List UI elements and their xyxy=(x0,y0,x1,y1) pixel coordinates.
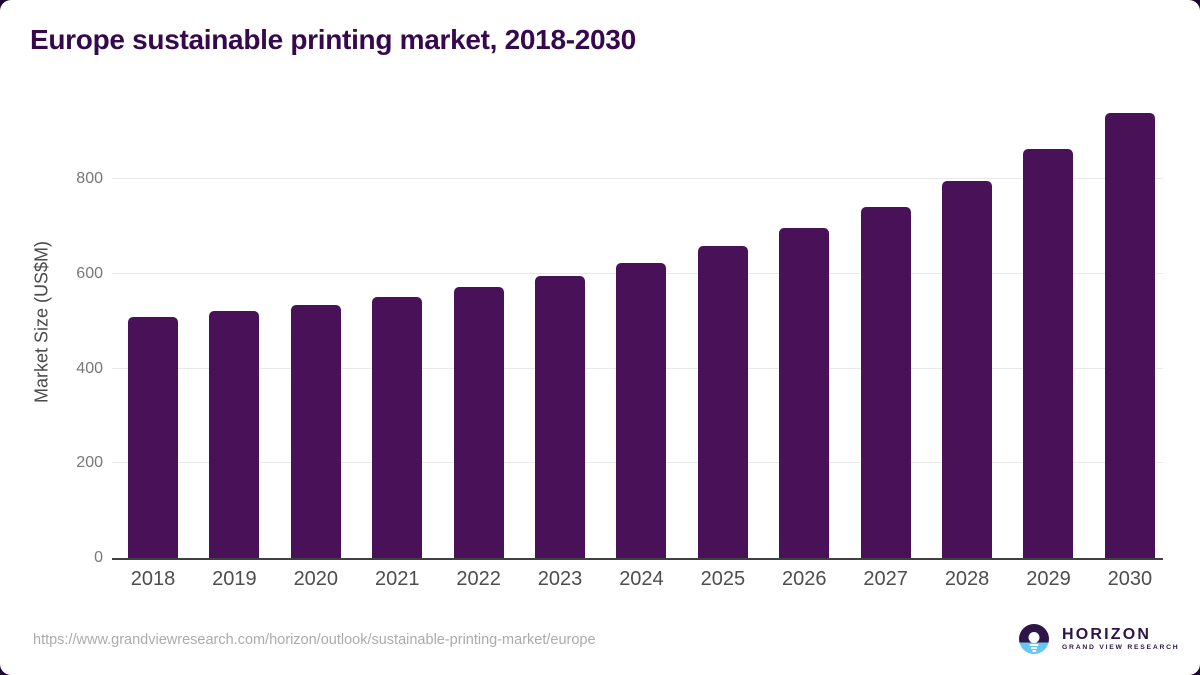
water-reflection-dash xyxy=(1032,650,1036,652)
logo-brand-subtitle: GRAND VIEW RESEARCH xyxy=(1062,644,1180,651)
bar-2027 xyxy=(860,206,911,558)
source-url: https://www.grandviewresearch.com/horizo… xyxy=(33,632,596,648)
bars-row xyxy=(112,100,1163,558)
bar-2018 xyxy=(128,316,178,558)
x-tick-2024: 2024 xyxy=(619,568,664,590)
x-tick-2030: 2030 xyxy=(1107,568,1153,590)
bar-2025 xyxy=(697,246,748,558)
logo-brand-name: HORIZON xyxy=(1062,626,1152,643)
chart-title: Europe sustainable printing market, 2018… xyxy=(30,24,636,55)
bar-2030 xyxy=(1104,112,1155,558)
bar-2029 xyxy=(1023,148,1074,558)
bar-2021 xyxy=(372,297,423,558)
x-tick-2023: 2023 xyxy=(537,568,583,590)
y-tick-600: 600 xyxy=(76,264,103,282)
plot-area xyxy=(112,100,1163,560)
y-tick-0: 0 xyxy=(94,549,103,566)
y-tick-800: 800 xyxy=(76,170,103,188)
x-tick-2022: 2022 xyxy=(456,568,501,590)
x-tick-2020: 2020 xyxy=(293,568,339,590)
gridline-800 xyxy=(112,178,1163,180)
x-tick-2025: 2025 xyxy=(700,568,746,590)
x-tick-2029: 2029 xyxy=(1026,568,1071,590)
sunset-horizon-icon xyxy=(1019,624,1049,654)
y-tick-200: 200 xyxy=(76,454,103,472)
bar-2028 xyxy=(942,180,993,558)
bar-2026 xyxy=(779,227,830,558)
bar-2019 xyxy=(209,310,260,558)
y-axis: 0 200 400 600 800 xyxy=(0,100,103,566)
bar-2023 xyxy=(535,275,586,558)
sun-icon xyxy=(1028,632,1040,643)
x-tick-2027: 2027 xyxy=(863,568,908,590)
bar-2022 xyxy=(453,287,504,558)
bar-2020 xyxy=(290,304,341,558)
x-axis: 2018 2019 2020 2021 2022 2023 2024 2025 2026 2027… xyxy=(112,568,1163,591)
water-reflection-dash xyxy=(1029,644,1039,646)
horizon-logo: HORIZON GRAND VIEW RESEARCH xyxy=(1019,624,1179,654)
water-reflection-dash xyxy=(1031,647,1037,649)
logo-text: HORIZON GRAND VIEW RESEARCH xyxy=(1062,626,1179,652)
x-tick-2019: 2019 xyxy=(212,568,257,590)
bar-2024 xyxy=(616,262,667,558)
x-tick-2026: 2026 xyxy=(782,568,827,590)
x-tick-2018: 2018 xyxy=(130,568,176,590)
x-tick-2028: 2028 xyxy=(944,568,990,590)
x-tick-2021: 2021 xyxy=(374,568,420,590)
y-tick-400: 400 xyxy=(76,359,103,377)
